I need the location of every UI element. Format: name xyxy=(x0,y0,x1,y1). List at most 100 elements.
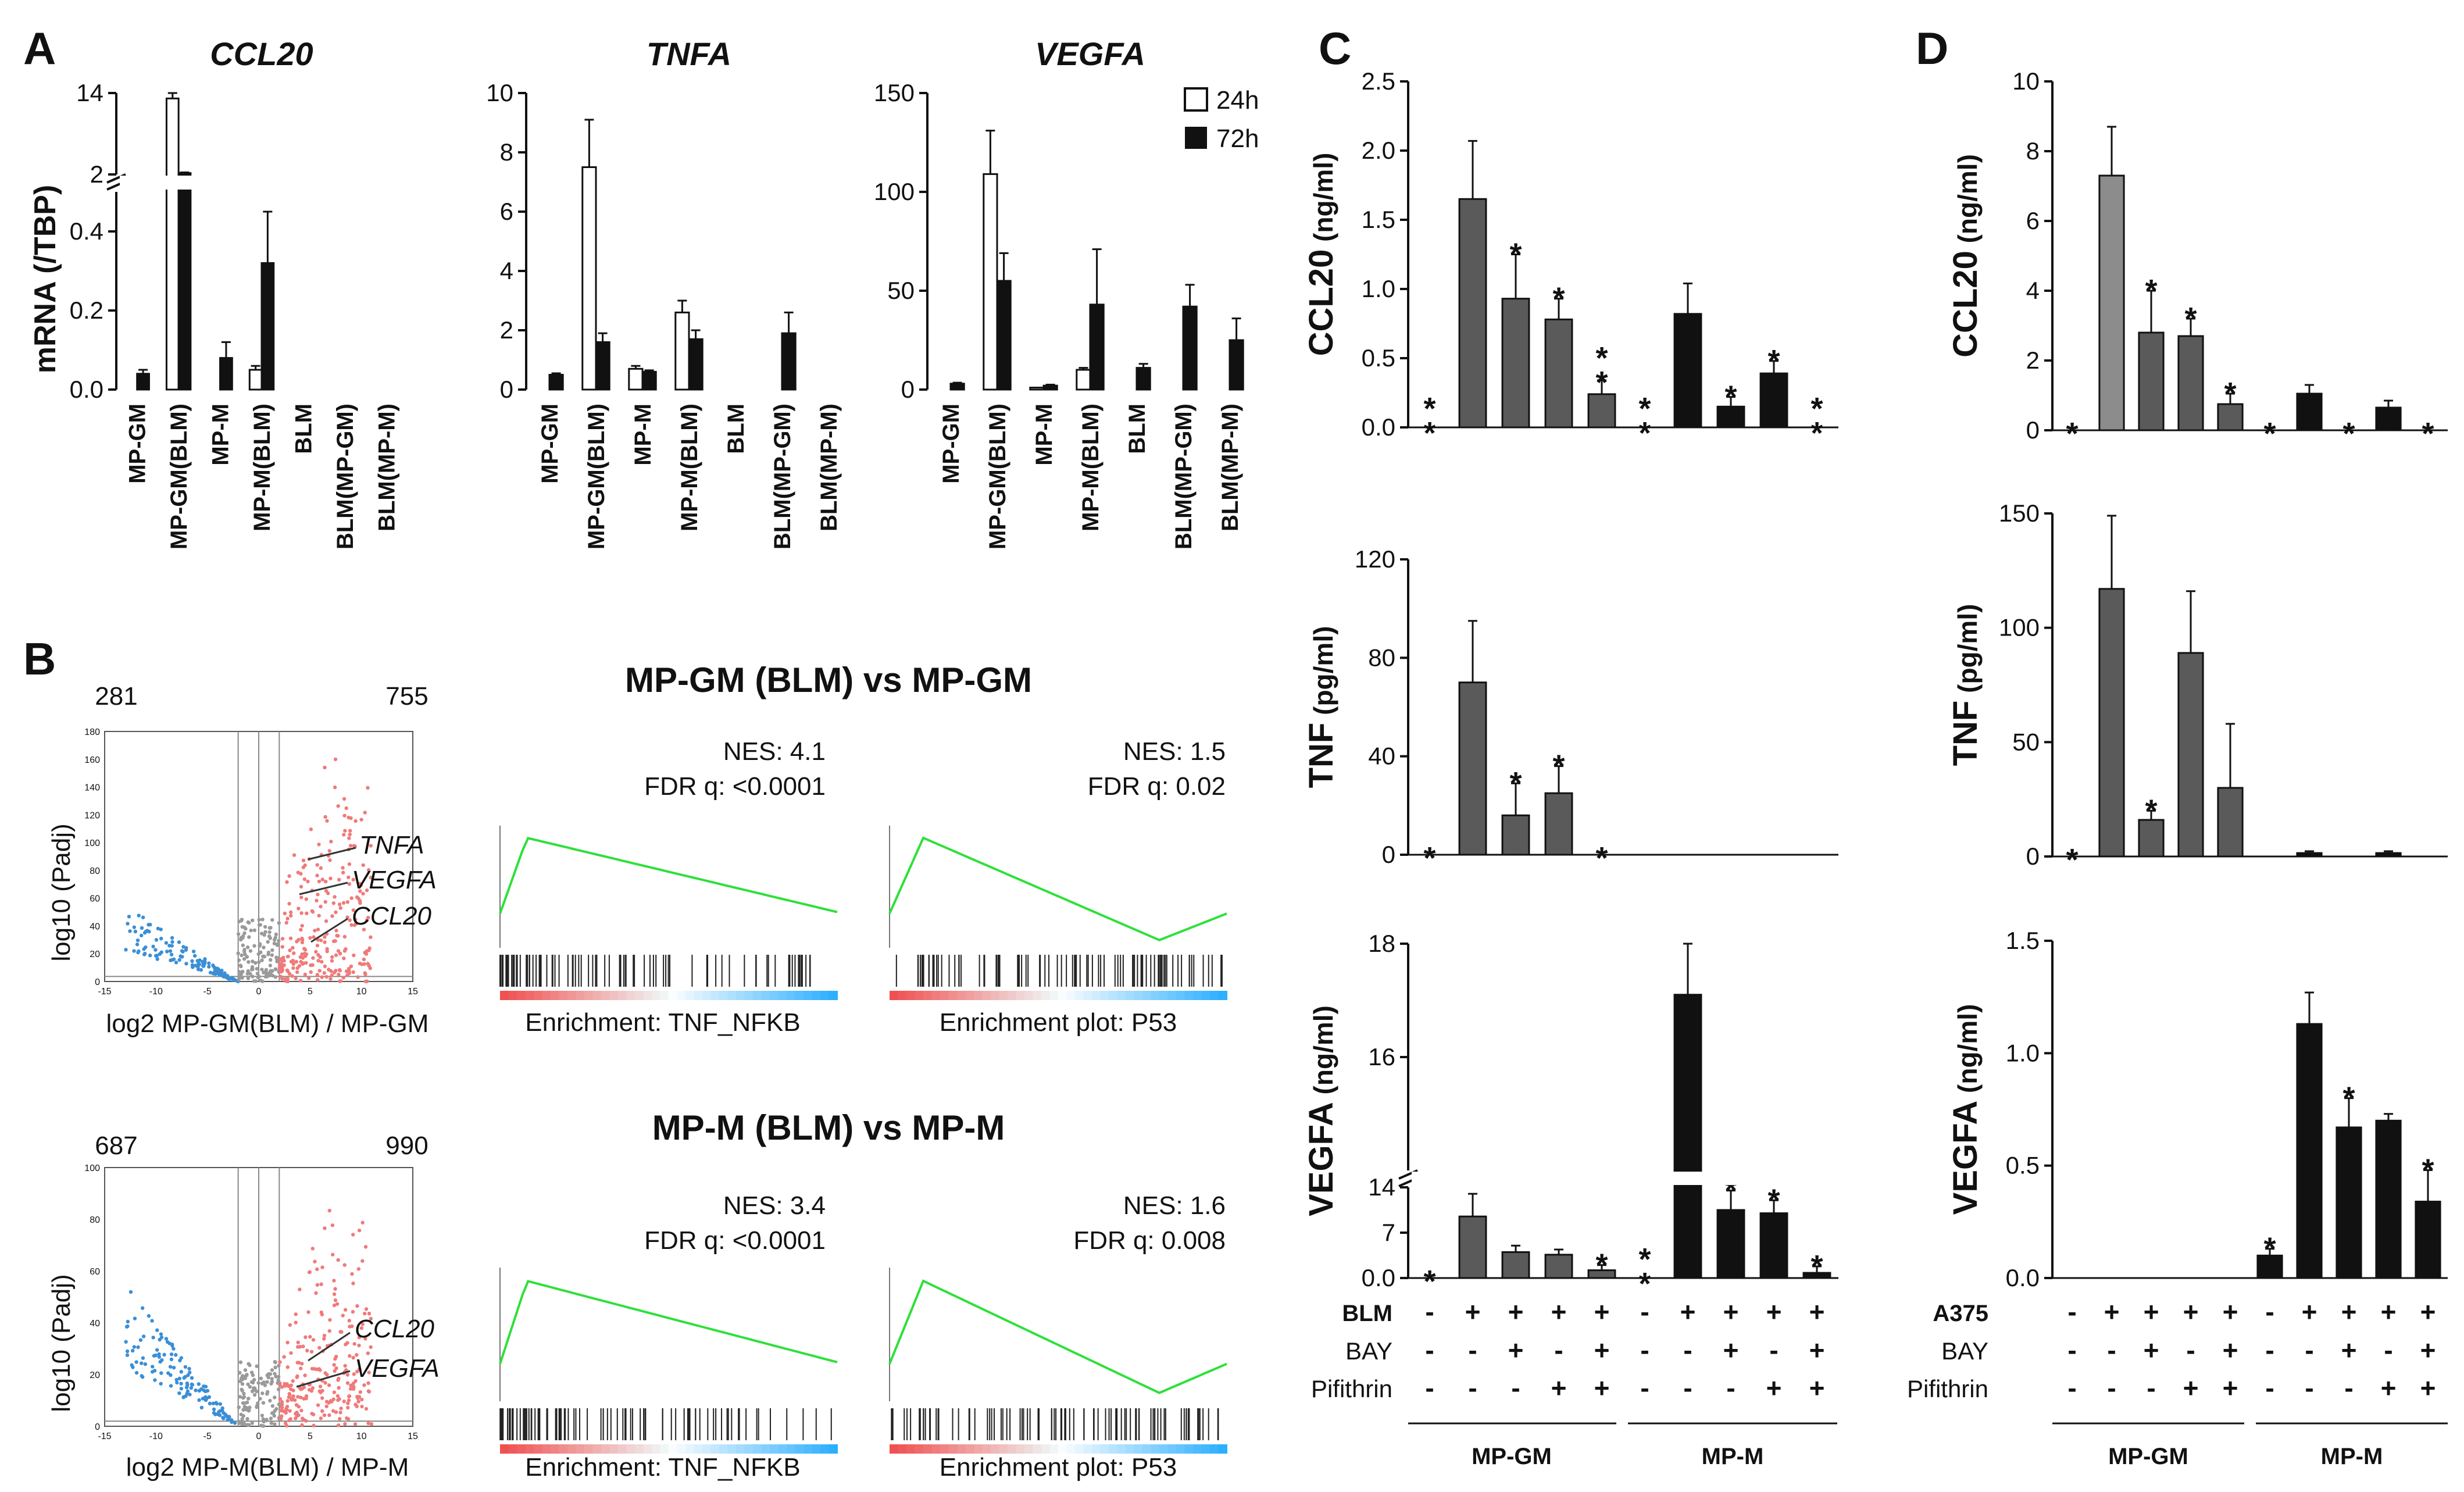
ccl20-a-bar-24h-1 xyxy=(165,97,180,391)
gsea1-tnf-rank-gradient xyxy=(702,991,712,1000)
volcano1-point xyxy=(181,945,185,949)
gsea2-tnf-rank-gradient xyxy=(719,1444,729,1454)
condition-label-pifithrin-d: Pifithrin xyxy=(1907,1375,1988,1402)
volcano2-point xyxy=(134,1370,139,1375)
vegfa-a-bar-72h-0 xyxy=(949,383,965,391)
volcano1-xtick: 15 xyxy=(408,987,418,997)
volcano1-point xyxy=(349,923,353,927)
comparison-title-1: MP-GM (BLM) vs MP-GM xyxy=(625,661,1032,699)
ccl20-c-significance-star: * xyxy=(1509,237,1522,272)
gsea1-tnf-rank-gradient xyxy=(559,991,568,1000)
volcano2-point xyxy=(157,1352,161,1357)
volcano1-point xyxy=(315,873,319,877)
volcano1-point xyxy=(268,963,273,968)
gsea2-p53-rank-gradient xyxy=(1033,1444,1042,1454)
tnfa-a-category-label: MP-GM xyxy=(537,404,563,484)
volcano2-point xyxy=(283,1382,287,1386)
volcano1-xtick: -10 xyxy=(149,987,163,997)
volcano2-ytick: 80 xyxy=(90,1215,100,1225)
panel-c-sign: - xyxy=(1468,1335,1477,1365)
gsea2-p53-rank-gradient xyxy=(1049,1444,1059,1454)
panel-a-ylabel: mRNA (/TBP) xyxy=(28,185,62,374)
volcano1-point xyxy=(303,972,307,977)
tnfa-a-bar-24h-3 xyxy=(674,311,690,391)
volcano1-point xyxy=(284,920,289,925)
volcano2-point xyxy=(298,1287,302,1291)
gsea2-p53-rank-gradient xyxy=(974,1444,983,1454)
volcano2-point xyxy=(132,1345,137,1349)
volcano1-point xyxy=(283,911,287,916)
volcano1-point xyxy=(307,976,311,980)
volcano2-point xyxy=(367,1311,372,1316)
volcano1-point xyxy=(207,965,211,969)
vegfa-a-ytick-label: 150 xyxy=(874,79,915,106)
volcano2-point xyxy=(246,1382,250,1386)
volcano1-point xyxy=(316,959,320,963)
volcano2-point xyxy=(266,1390,270,1394)
volcano1-point xyxy=(145,929,149,933)
gsea1-tnf-rank-gradient xyxy=(677,991,686,1000)
ccl20-d-ytick-label: 4 xyxy=(2026,277,2040,304)
ccl20-c-bar-8 xyxy=(1759,372,1788,429)
volcano1-point xyxy=(300,923,304,928)
volcano2-point xyxy=(364,1307,369,1311)
volcano2-point xyxy=(322,1333,327,1338)
gsea2-p53-rank-gradient xyxy=(1066,1444,1076,1454)
volcano1-point xyxy=(349,816,353,820)
volcano2-point xyxy=(213,1412,217,1416)
volcano1-point xyxy=(320,959,324,964)
tnf-d-significance-star: * xyxy=(2066,843,2078,877)
panel-c-sign: + xyxy=(1551,1297,1567,1327)
gsea2-tnf-rank-gradient xyxy=(626,1444,635,1454)
volcano2-gene-label-ccl20: CCL20 xyxy=(355,1315,434,1343)
volcano1-point xyxy=(133,929,138,934)
volcano1-point xyxy=(142,947,146,951)
volcano1-ytick: 40 xyxy=(90,922,100,931)
charts-layer: 0.0 0.2 0.4 2 14 CCL20 MP-GM MP-GM(BLM) MP-M MP-M… xyxy=(70,35,2448,1403)
volcano2-point xyxy=(237,1420,242,1424)
volcano2-point xyxy=(315,1267,319,1272)
volcano1-point xyxy=(156,926,160,931)
volcano1-point xyxy=(366,868,371,872)
gsea1-p53-rank-gradient xyxy=(1176,991,1185,1000)
volcano2-point xyxy=(243,1375,247,1379)
volcano1-point xyxy=(247,935,251,939)
volcano1-point xyxy=(259,950,263,955)
volcano1-point xyxy=(314,950,318,954)
gsea2-tnf-rank-gradient xyxy=(710,1444,720,1454)
volcano1-point xyxy=(255,966,259,971)
gsea1-p53-rank-gradient xyxy=(1024,991,1034,1000)
volcano1-point xyxy=(140,933,144,938)
volcano2-up-count: 990 xyxy=(385,1132,428,1160)
volcano1-point xyxy=(353,819,358,823)
group-label-mp-gm-d: MP-GM xyxy=(2108,1444,2188,1469)
vegfa-d-significance-star: * xyxy=(2342,1081,2355,1116)
volcano2-point xyxy=(169,1384,173,1388)
volcano2-point xyxy=(345,1373,350,1377)
volcano2-point xyxy=(251,1380,255,1385)
volcano2-point xyxy=(211,1401,215,1405)
volcano1-point xyxy=(274,967,278,972)
volcano1-point xyxy=(315,863,319,867)
volcano2-point xyxy=(188,1393,192,1397)
volcano2-point xyxy=(362,1311,367,1316)
volcano2-point xyxy=(212,1407,216,1412)
volcano2-point xyxy=(131,1365,135,1369)
ccl20-c-significance-star: * xyxy=(1423,391,1435,426)
gsea1-p53-rank-gradient xyxy=(1151,991,1160,1000)
volcano1-point xyxy=(364,952,369,956)
volcano2-point xyxy=(352,1372,356,1376)
volcano1-xtick: 10 xyxy=(356,987,367,997)
gsea1-p53-rank-gradient xyxy=(1058,991,1067,1000)
volcano2-point xyxy=(183,1375,187,1379)
volcano2-point xyxy=(153,1378,157,1382)
ccl20-c-ytick-label: 2.5 xyxy=(1362,67,1395,95)
gsea1-p53-rank-gradient xyxy=(1193,991,1202,1000)
volcano1-point xyxy=(347,875,351,880)
volcano1-point xyxy=(192,954,197,958)
volcano1-point xyxy=(255,972,260,976)
volcano2-point xyxy=(278,1397,282,1401)
condition-label-a375: A375 xyxy=(1933,1301,1988,1326)
volcano2-point xyxy=(327,1413,331,1418)
volcano2-point xyxy=(343,1308,348,1312)
